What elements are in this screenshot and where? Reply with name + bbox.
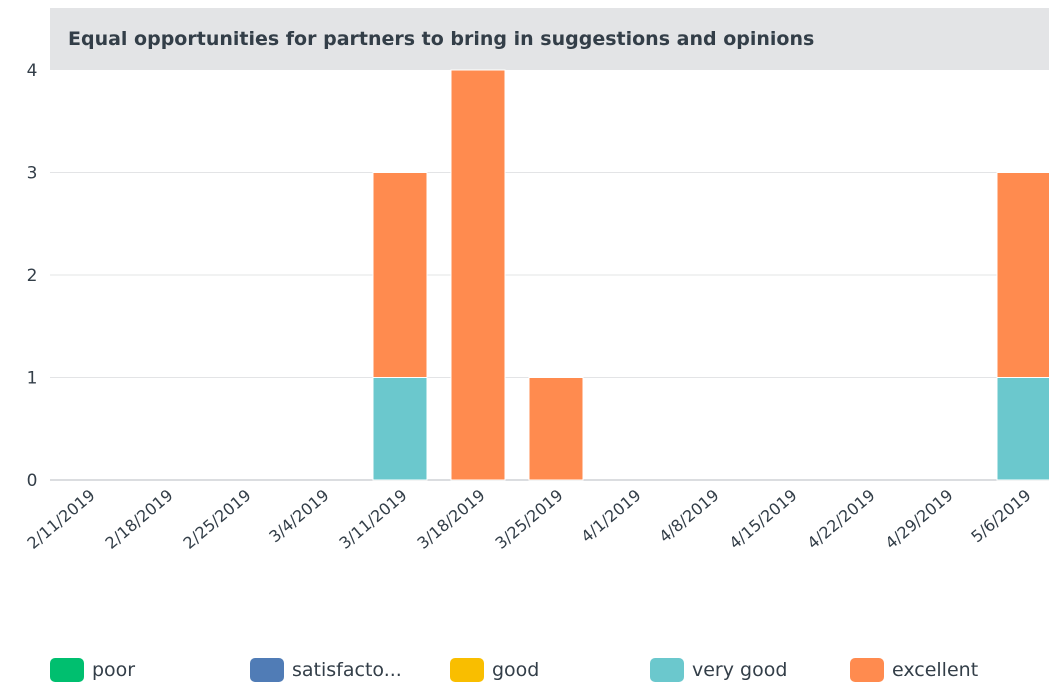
chart-title: Equal opportunities for partners to brin…	[68, 28, 814, 50]
x-tick-label: 2/25/2019	[180, 486, 255, 553]
legend: poor satisfacto... good very good excellent	[50, 655, 1040, 685]
chart-title-band	[50, 8, 1049, 70]
legend-swatch	[850, 658, 884, 682]
x-tick-label: 3/18/2019	[414, 486, 489, 553]
x-tick-label: 2/18/2019	[102, 486, 177, 553]
legend-label: poor	[92, 659, 136, 681]
x-tick-label: 4/8/2019	[655, 486, 722, 547]
x-tick-label: 5/6/2019	[967, 486, 1034, 547]
legend-swatch	[450, 658, 484, 682]
bars	[372, 69, 1049, 481]
y-tick-label: 0	[27, 471, 38, 491]
legend-item[interactable]: good	[450, 655, 539, 685]
x-axis-ticks: 2/11/2019 2/18/2019 2/25/2019 3/4/2019 3/11/…	[24, 486, 1035, 553]
legend-label: excellent	[892, 659, 979, 681]
y-tick-label: 1	[27, 369, 38, 389]
bar-segment-excellent[interactable]	[528, 377, 584, 481]
y-tick-label: 2	[27, 266, 38, 286]
x-tick-label: 4/1/2019	[577, 486, 644, 547]
x-tick-label: 4/29/2019	[882, 486, 957, 553]
bar-segment-excellent[interactable]	[450, 69, 506, 481]
legend-swatch	[250, 658, 284, 682]
x-tick-label: 4/22/2019	[804, 486, 879, 553]
bar-segment-excellent[interactable]	[372, 172, 428, 378]
bar-segment-excellent[interactable]	[996, 172, 1049, 378]
legend-item[interactable]: excellent	[850, 655, 978, 685]
legend-item[interactable]: satisfacto...	[250, 655, 402, 685]
y-tick-label: 3	[27, 164, 38, 184]
legend-swatch	[50, 658, 84, 682]
legend-item[interactable]: poor	[50, 655, 135, 685]
y-axis-ticks: 0 1 2 3 4	[27, 61, 38, 491]
legend-swatch	[650, 658, 684, 682]
x-tick-label: 3/11/2019	[336, 486, 411, 553]
legend-item[interactable]: very good	[650, 655, 787, 685]
bar-segment-very-good[interactable]	[372, 377, 428, 481]
bar-segment-very-good[interactable]	[996, 377, 1049, 481]
y-tick-label: 4	[27, 61, 38, 81]
legend-label: very good	[692, 659, 788, 681]
legend-label: satisfacto...	[292, 659, 402, 681]
x-tick-label: 2/11/2019	[24, 486, 99, 553]
legend-label: good	[492, 659, 540, 681]
x-tick-label: 3/25/2019	[492, 486, 567, 553]
x-tick-label: 4/15/2019	[726, 486, 801, 553]
x-tick-label: 3/4/2019	[265, 486, 332, 547]
